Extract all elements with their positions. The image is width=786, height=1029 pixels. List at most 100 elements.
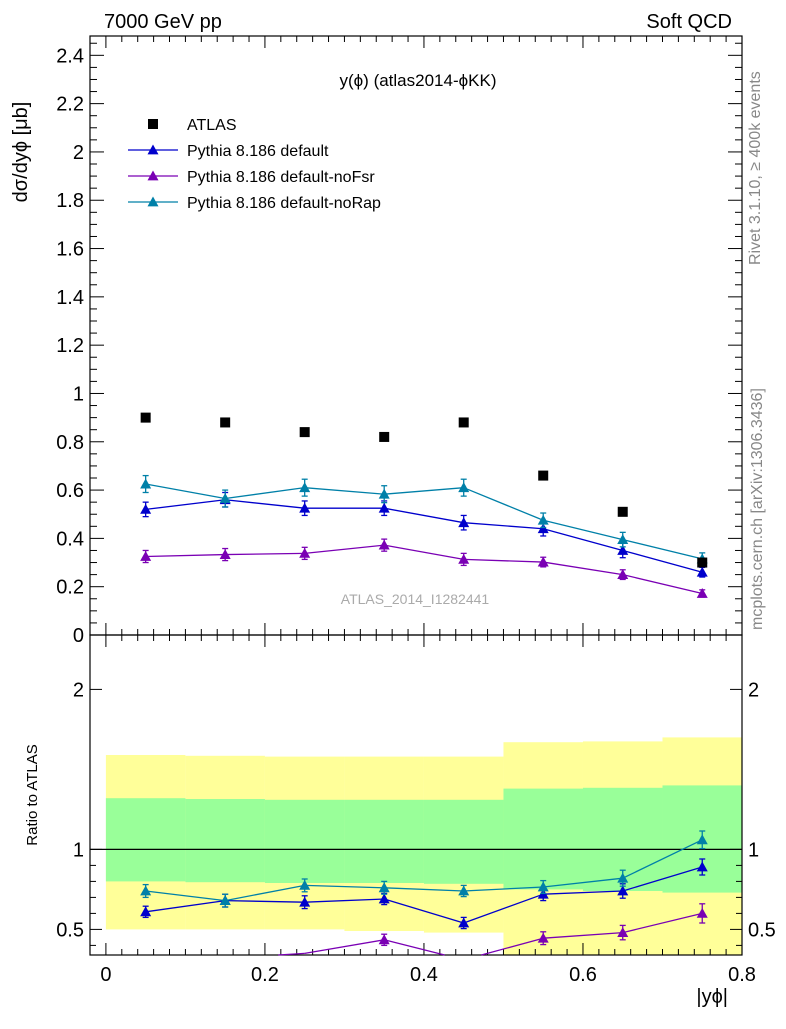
x-tick-label: 0.6 bbox=[569, 964, 597, 986]
series-1-point bbox=[140, 503, 152, 514]
ratio-series-2-line bbox=[384, 939, 445, 956]
series-1-point bbox=[299, 502, 311, 513]
y-axis-label: dσ/dyϕ [μb] bbox=[10, 102, 32, 203]
y-tick-label: 1 bbox=[73, 383, 84, 405]
series-2-point bbox=[537, 556, 549, 567]
series-1-line bbox=[225, 499, 305, 509]
series-2-line bbox=[543, 561, 623, 576]
series-2-point bbox=[140, 551, 152, 561]
atlas-data-point bbox=[379, 431, 390, 442]
ratio-series-2-line bbox=[278, 952, 305, 956]
series-2-point bbox=[299, 547, 311, 558]
series-1-line bbox=[145, 499, 226, 511]
ratio-series-3-point bbox=[299, 879, 311, 890]
ratio-series-3-point bbox=[140, 885, 152, 896]
atlas-data-point bbox=[220, 417, 231, 428]
ratio-plot-border bbox=[89, 634, 743, 956]
ratio-series-3-line bbox=[384, 887, 464, 892]
legend-label-atlas: ATLAS bbox=[187, 117, 237, 134]
series-2-point bbox=[696, 587, 708, 598]
series-2-point bbox=[378, 539, 390, 550]
atlas-data bbox=[140, 412, 708, 568]
atlas-data-point bbox=[538, 470, 549, 481]
x-tick-label: 0 bbox=[100, 964, 111, 986]
ratio-y-tick-label: 0.5 bbox=[56, 919, 84, 941]
series-3-point bbox=[378, 488, 390, 499]
series-1-line bbox=[543, 528, 623, 552]
ratio-y-tick-label-right: 0.5 bbox=[748, 919, 776, 941]
series-3 bbox=[140, 474, 708, 566]
main-plot-frame: 0 0.2 0.4 0.6 0.8 1 1.2 1.4 1.6 1.8 2 2.2 2.4 bbox=[56, 35, 743, 647]
series-1-line bbox=[463, 522, 544, 530]
chart-marks bbox=[140, 412, 708, 956]
ratio-series-3-line bbox=[622, 839, 703, 879]
ratio-series-3-line bbox=[463, 886, 544, 892]
ratio-series-3-line bbox=[145, 890, 226, 902]
y-tick-label: 0.8 bbox=[56, 432, 84, 454]
ratio-series-1-line bbox=[225, 899, 305, 903]
ratio-series-1-point bbox=[458, 917, 470, 928]
series-3-point bbox=[299, 482, 311, 493]
series-1-point bbox=[378, 502, 390, 513]
series-1-point bbox=[696, 566, 708, 577]
y-tick-label: 0.6 bbox=[56, 480, 84, 502]
atlas-data-point bbox=[299, 427, 310, 438]
series-3-point bbox=[219, 493, 231, 503]
series-3-line bbox=[225, 487, 305, 500]
series-2-line bbox=[145, 553, 226, 558]
series-1-point bbox=[458, 517, 470, 528]
uncertainty-bands bbox=[105, 737, 742, 955]
ratio-series-3-line bbox=[304, 884, 385, 889]
series-2-line bbox=[463, 558, 544, 563]
ratio-series-3-line bbox=[543, 877, 623, 888]
series-3-line bbox=[145, 483, 226, 500]
y-tick-label: 2.4 bbox=[56, 45, 84, 67]
series-2-line bbox=[622, 573, 703, 595]
series-2-point bbox=[617, 569, 629, 580]
header-left: 7000 GeV pp bbox=[104, 11, 222, 33]
side-text-lower: mcplots.cern.ch [arXiv:1306.3436] bbox=[749, 388, 766, 630]
x-tick-label: 0.8 bbox=[728, 964, 756, 986]
ratio-y-axis-label: Ratio to ATLAS bbox=[24, 744, 41, 845]
y-tick-label: 1.6 bbox=[56, 239, 84, 261]
ratio-plot-frame: 0 0.2 0.4 0.6 0.8 0.5 0.5 1 1 2 2 bbox=[56, 634, 776, 986]
atlas-data-point bbox=[458, 417, 469, 428]
green-band-bin bbox=[344, 799, 424, 883]
y-tick-label: 2 bbox=[73, 142, 84, 164]
legend-marker-2 bbox=[147, 170, 159, 181]
ratio-series-3-point bbox=[537, 881, 549, 892]
ratio-y-tick-label-right: 2 bbox=[748, 679, 759, 701]
x-tick-label: 0.4 bbox=[410, 964, 438, 986]
series-3-line bbox=[304, 487, 385, 495]
series-1-point bbox=[617, 544, 629, 555]
ratio-series-1-line bbox=[384, 898, 464, 924]
ratio-series-3 bbox=[140, 830, 708, 908]
ratio-series-3-line bbox=[225, 884, 305, 902]
series-2-point bbox=[458, 553, 470, 564]
atlas-data-point bbox=[140, 412, 151, 423]
y-tick-label: 1.8 bbox=[56, 190, 84, 212]
x-tick-label: 0.2 bbox=[251, 964, 279, 986]
ratio-series-3-point bbox=[458, 885, 470, 896]
ratio-series-1-line bbox=[304, 898, 385, 903]
ratio-series-2-line bbox=[481, 937, 544, 956]
ratio-series-2-line bbox=[304, 939, 385, 955]
legend-marker-3 bbox=[147, 196, 159, 207]
series-2 bbox=[140, 538, 708, 598]
y-tick-label: 0 bbox=[73, 625, 84, 647]
y-tick-label: 1.4 bbox=[56, 287, 84, 309]
series-2-line bbox=[225, 552, 305, 556]
header-right: Soft QCD bbox=[646, 11, 732, 33]
y-tick-label: 2.2 bbox=[56, 94, 84, 116]
ratio-series-3-point bbox=[378, 882, 390, 893]
ratio-series-1-point bbox=[299, 896, 311, 907]
ratio-y-tick-label-right: 1 bbox=[748, 839, 759, 861]
ratio-series-1-line bbox=[622, 866, 703, 892]
ratio-series-2-point bbox=[696, 907, 708, 918]
ratio-y-tick-label: 1 bbox=[73, 839, 84, 861]
ratio-series-1-line bbox=[543, 890, 623, 895]
ratio-series-1-line bbox=[145, 899, 226, 913]
ratio-series-2-point bbox=[537, 932, 549, 943]
watermark: ATLAS_2014_I1282441 bbox=[341, 591, 490, 607]
series-3-point bbox=[140, 478, 152, 489]
